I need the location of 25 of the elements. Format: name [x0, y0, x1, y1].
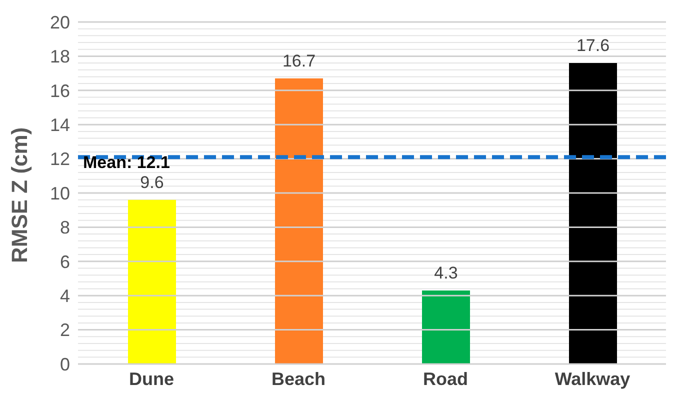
y-tick-label: 8 — [60, 218, 70, 238]
bar — [275, 78, 323, 364]
y-tick-label: 0 — [60, 354, 70, 374]
bar — [569, 63, 617, 364]
y-tick-label: 2 — [60, 320, 70, 340]
y-tick-label: 10 — [50, 183, 70, 204]
data-label: 9.6 — [140, 172, 164, 192]
y-tick-label: 12 — [50, 149, 70, 170]
y-tick-label: 4 — [60, 286, 70, 306]
bar — [128, 200, 176, 364]
y-tick-label: 18 — [50, 46, 70, 67]
y-tick-label: 16 — [50, 80, 70, 101]
y-axis-title: RMSE Z (cm) — [6, 127, 32, 263]
x-tick-label: Road — [423, 368, 468, 389]
x-tick-label: Dune — [129, 368, 174, 389]
data-label: 16.7 — [282, 51, 316, 70]
data-label: 17.6 — [576, 36, 610, 56]
y-tick-label: 6 — [60, 252, 70, 272]
x-tick-label: Walkway — [554, 368, 630, 389]
y-tick-label: 14 — [50, 114, 70, 135]
data-label: 4.3 — [434, 263, 458, 282]
x-tick-label: Beach — [271, 368, 326, 389]
y-tick-label: 20 — [50, 12, 70, 32]
ref-line-label: Mean: 12.1 — [83, 153, 170, 172]
bar — [422, 290, 470, 364]
